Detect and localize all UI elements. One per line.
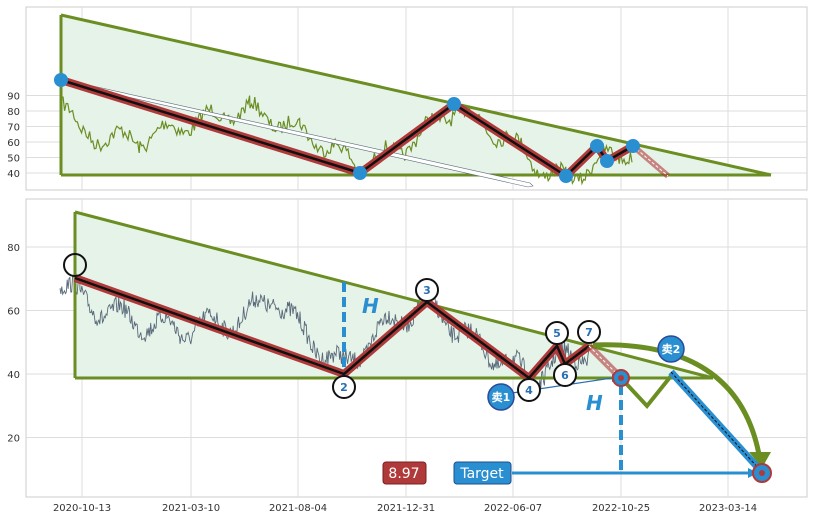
- x-tick-label: 2022-10-25: [592, 503, 650, 514]
- top-projection-dash: [632, 145, 669, 177]
- top-pivot-dot: [600, 154, 614, 168]
- y-tick-label: 40: [7, 370, 20, 381]
- curved-arrow: [592, 342, 763, 461]
- pivot-marker-3: 3: [415, 278, 439, 302]
- pivot-label-7: 7: [585, 326, 593, 339]
- top-pivot-dot: [353, 166, 367, 180]
- x-tick-label: 2020-10-13: [53, 503, 111, 514]
- breakout-marker-center: [618, 375, 624, 381]
- target-value: 8.97: [388, 466, 419, 482]
- pivot-marker-2: 2: [332, 375, 356, 399]
- bottom-triangle-upper: [74, 210, 714, 380]
- pivot-label-4: 4: [525, 384, 533, 397]
- x-tick-label: 2022-06-07: [484, 503, 542, 514]
- pivot-marker-5: 5: [545, 321, 569, 345]
- sell-badge-1: 卖1: [487, 383, 515, 411]
- x-tick-label: 2021-08-04: [269, 503, 327, 514]
- target-marker-center: [759, 470, 765, 476]
- top-pivot-dot: [54, 73, 68, 87]
- top-pivot-dot: [447, 97, 461, 111]
- pivot-label-2: 2: [340, 381, 348, 394]
- top-pivot-dot: [559, 169, 573, 183]
- top-pivot-dot: [590, 139, 604, 153]
- sell-label-1: 卖1: [492, 390, 511, 404]
- target-label: Target: [459, 466, 504, 482]
- target-value-box: [382, 461, 427, 485]
- y-tick-label: 20: [7, 434, 20, 445]
- pivot-marker-4: 4: [517, 378, 541, 402]
- y-tick-label: 90: [7, 92, 20, 103]
- x-tick-label: 2023-03-14: [699, 503, 757, 514]
- x-tick-label: 2021-03-10: [162, 503, 220, 514]
- curved-arrow-head: [749, 452, 771, 468]
- y-tick-label: 70: [7, 123, 20, 134]
- y-tick-label: 40: [7, 169, 20, 180]
- y-tick-label: 60: [7, 138, 20, 149]
- sell-badge-2: 卖2: [657, 335, 685, 363]
- top-pivot-dot: [626, 139, 640, 153]
- y-tick-label: 50: [7, 154, 20, 165]
- y-tick-label: 60: [7, 307, 20, 318]
- pivot-label-6: 6: [561, 369, 569, 382]
- pullback-path: [619, 374, 673, 410]
- height-label: H: [362, 294, 379, 318]
- height-label-2: H: [586, 391, 603, 415]
- sell-label-2: 卖2: [662, 342, 681, 356]
- pivot-label-3: 3: [423, 284, 431, 297]
- x-tick-label: 2021-12-31: [377, 503, 435, 514]
- pivot-marker-7: 7: [577, 320, 601, 344]
- top-triangle-upper: [60, 13, 772, 177]
- pivot-label-5: 5: [553, 327, 561, 340]
- y-tick-label: 80: [7, 107, 20, 118]
- axis-labels: 40 50 60 70 80 90 20 40 60 80 2020-10-13 2021-03-10…: [7, 92, 757, 515]
- target-channel-dash: [670, 371, 761, 471]
- y-tick-label: 80: [7, 243, 20, 254]
- pivot-marker-1: [63, 253, 87, 277]
- target-box: [453, 461, 512, 485]
- pivot-marker-6: 6: [553, 363, 577, 387]
